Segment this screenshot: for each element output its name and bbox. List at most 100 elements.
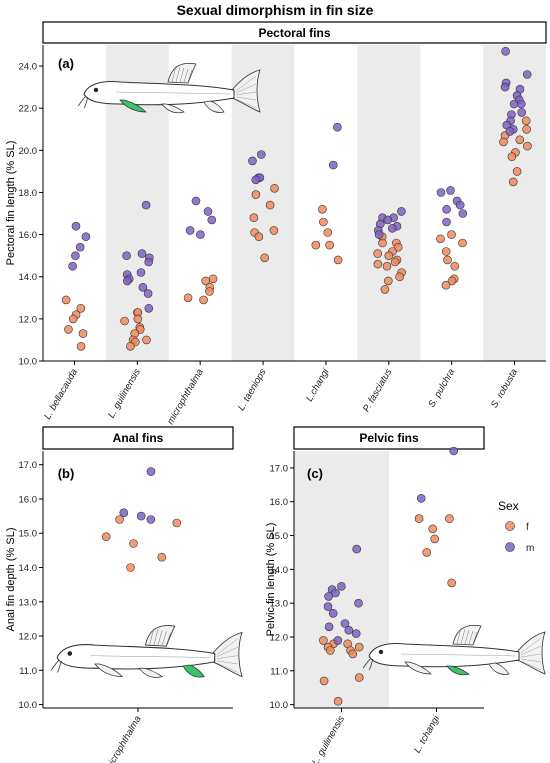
point-f — [254, 232, 264, 241]
point-f — [126, 341, 135, 351]
point-m — [516, 99, 526, 109]
point-f — [142, 335, 151, 345]
point-m — [449, 446, 459, 456]
point-m — [191, 196, 201, 206]
fish-pelvic-fin-icon — [362, 625, 546, 676]
point-f — [499, 137, 508, 147]
legend-title: Sex — [498, 499, 519, 513]
y-tick-label: 16.0 — [19, 230, 38, 241]
point-f — [450, 261, 460, 271]
x-tick-label: L. microphthalma — [98, 714, 144, 763]
barbel — [50, 659, 62, 673]
point-f — [458, 238, 467, 248]
point-m — [522, 70, 532, 79]
point-m — [354, 598, 363, 608]
panel-tag: (c) — [307, 466, 323, 481]
point-f — [348, 649, 358, 659]
point-f — [101, 532, 111, 542]
fin-ray — [171, 65, 177, 83]
fin-ray — [464, 629, 470, 645]
x-tick-label: L. guilinensis — [106, 367, 143, 420]
point-f — [205, 287, 214, 296]
dorsal-fin — [452, 625, 482, 646]
y-tick-label: 11.0 — [19, 666, 37, 677]
point-f — [447, 578, 457, 588]
point-f — [172, 518, 182, 528]
point-f — [378, 238, 387, 248]
point-m — [323, 602, 333, 611]
point-f — [441, 247, 451, 256]
point-f — [382, 261, 392, 271]
point-m — [517, 108, 527, 117]
point-m — [144, 303, 154, 313]
point-f — [120, 316, 129, 326]
fin-ray — [161, 631, 167, 646]
fin-ray — [183, 68, 189, 83]
point-f — [428, 524, 438, 534]
y-tick-label: 14.0 — [19, 272, 38, 283]
fin-ray — [216, 662, 238, 673]
pelvic-fin — [446, 665, 470, 676]
legend-label-f: f — [526, 522, 529, 533]
fin-ray — [235, 91, 257, 96]
y-axis-label: Pectoral fin length (% SL) — [5, 141, 17, 266]
fin-ray — [157, 630, 163, 646]
y-tick-label: 22.0 — [19, 104, 38, 115]
point-m — [146, 515, 156, 524]
point-f — [384, 251, 394, 260]
anal-fin — [203, 100, 225, 113]
point-f — [129, 539, 138, 548]
lateral-line — [115, 91, 231, 95]
point-m — [351, 629, 361, 638]
y-tick-label: 12.0 — [19, 314, 38, 325]
category-band — [357, 45, 421, 361]
y-tick-label: 16.0 — [270, 497, 289, 508]
lateral-line — [90, 655, 211, 658]
y-tick-label: 20.0 — [19, 146, 38, 157]
fin-ray — [216, 660, 238, 665]
point-f — [390, 257, 400, 267]
point-m — [337, 581, 346, 591]
point-m — [374, 230, 384, 239]
point-f — [436, 234, 445, 244]
point-m — [143, 289, 153, 298]
point-f — [443, 255, 452, 265]
x-tick-label: L. bellacauda — [42, 367, 80, 421]
point-f — [333, 255, 343, 265]
point-m — [416, 493, 426, 503]
fin-ray — [520, 653, 542, 658]
x-tick-label: L. guilinensis — [310, 714, 347, 763]
point-f — [354, 642, 364, 652]
point-m — [383, 215, 393, 225]
point-f — [318, 205, 327, 214]
fin-ray — [460, 628, 466, 645]
point-f — [373, 249, 383, 258]
fin-ray — [216, 655, 238, 659]
data-points — [101, 467, 182, 572]
point-f — [208, 274, 218, 284]
category-band — [294, 451, 389, 708]
point-m — [137, 249, 147, 258]
point-f — [354, 673, 364, 682]
point-f — [333, 696, 343, 706]
point-f — [521, 116, 531, 126]
panel-header — [42, 21, 547, 44]
fish-body — [83, 81, 235, 106]
point-f — [512, 167, 522, 176]
panel-tag: (b) — [58, 466, 75, 481]
point-m — [333, 636, 343, 645]
fish-pectoral-fin-icon — [77, 63, 261, 114]
fin-ray — [472, 631, 478, 645]
x-tick-label: L. microphthalma — [160, 367, 206, 436]
tail-fin — [231, 69, 261, 113]
y-axis-label: Anal fin depth (% SL) — [5, 528, 17, 632]
point-f — [325, 646, 335, 655]
fin-ray — [520, 660, 542, 671]
point-f — [441, 280, 451, 290]
point-f — [507, 152, 517, 161]
point-f — [447, 230, 456, 239]
point-m — [248, 156, 257, 166]
point-m — [505, 127, 515, 136]
point-f — [265, 200, 275, 210]
point-f — [157, 552, 167, 562]
